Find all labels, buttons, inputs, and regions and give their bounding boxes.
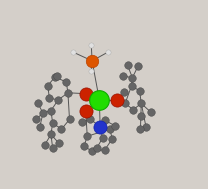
Point <box>126 64 129 67</box>
Point <box>90 70 93 73</box>
Point <box>84 109 87 112</box>
Point <box>57 142 61 145</box>
Point <box>84 92 87 95</box>
Point <box>80 121 83 124</box>
Point <box>65 81 68 84</box>
Point <box>53 75 57 78</box>
Point <box>124 102 127 105</box>
Point <box>131 76 134 79</box>
Point <box>34 118 37 121</box>
Point <box>122 90 125 93</box>
Point <box>90 150 94 153</box>
Point <box>43 144 46 147</box>
Point <box>113 124 116 127</box>
Point <box>90 43 93 46</box>
Point <box>68 118 71 121</box>
Point <box>138 90 141 93</box>
Point <box>99 125 102 128</box>
Point <box>140 102 143 105</box>
Point <box>56 74 59 77</box>
Point <box>115 98 119 101</box>
Point <box>49 109 53 112</box>
Point <box>106 50 110 53</box>
Point <box>60 128 63 131</box>
Point <box>36 102 40 105</box>
Point <box>140 114 143 117</box>
Point <box>144 126 148 129</box>
Point <box>71 50 74 53</box>
Point <box>131 108 135 111</box>
Point <box>51 146 54 149</box>
Point <box>130 84 133 87</box>
Point <box>86 135 89 138</box>
Point <box>139 128 142 131</box>
Point <box>51 122 54 125</box>
Point <box>57 98 60 101</box>
Point <box>90 59 94 62</box>
Point <box>41 112 45 115</box>
Point <box>103 148 107 151</box>
Point <box>111 137 114 140</box>
Point <box>103 119 107 122</box>
Point <box>136 65 140 68</box>
Point <box>66 91 70 94</box>
Point <box>38 126 41 129</box>
Point <box>108 128 111 131</box>
Point <box>89 118 92 121</box>
Point <box>48 97 51 100</box>
Point <box>46 84 50 87</box>
Point <box>95 146 99 149</box>
Point <box>98 98 101 101</box>
Point <box>121 74 124 77</box>
Point <box>101 136 104 139</box>
Point <box>149 111 153 114</box>
Point <box>49 133 53 136</box>
Point <box>82 145 86 148</box>
